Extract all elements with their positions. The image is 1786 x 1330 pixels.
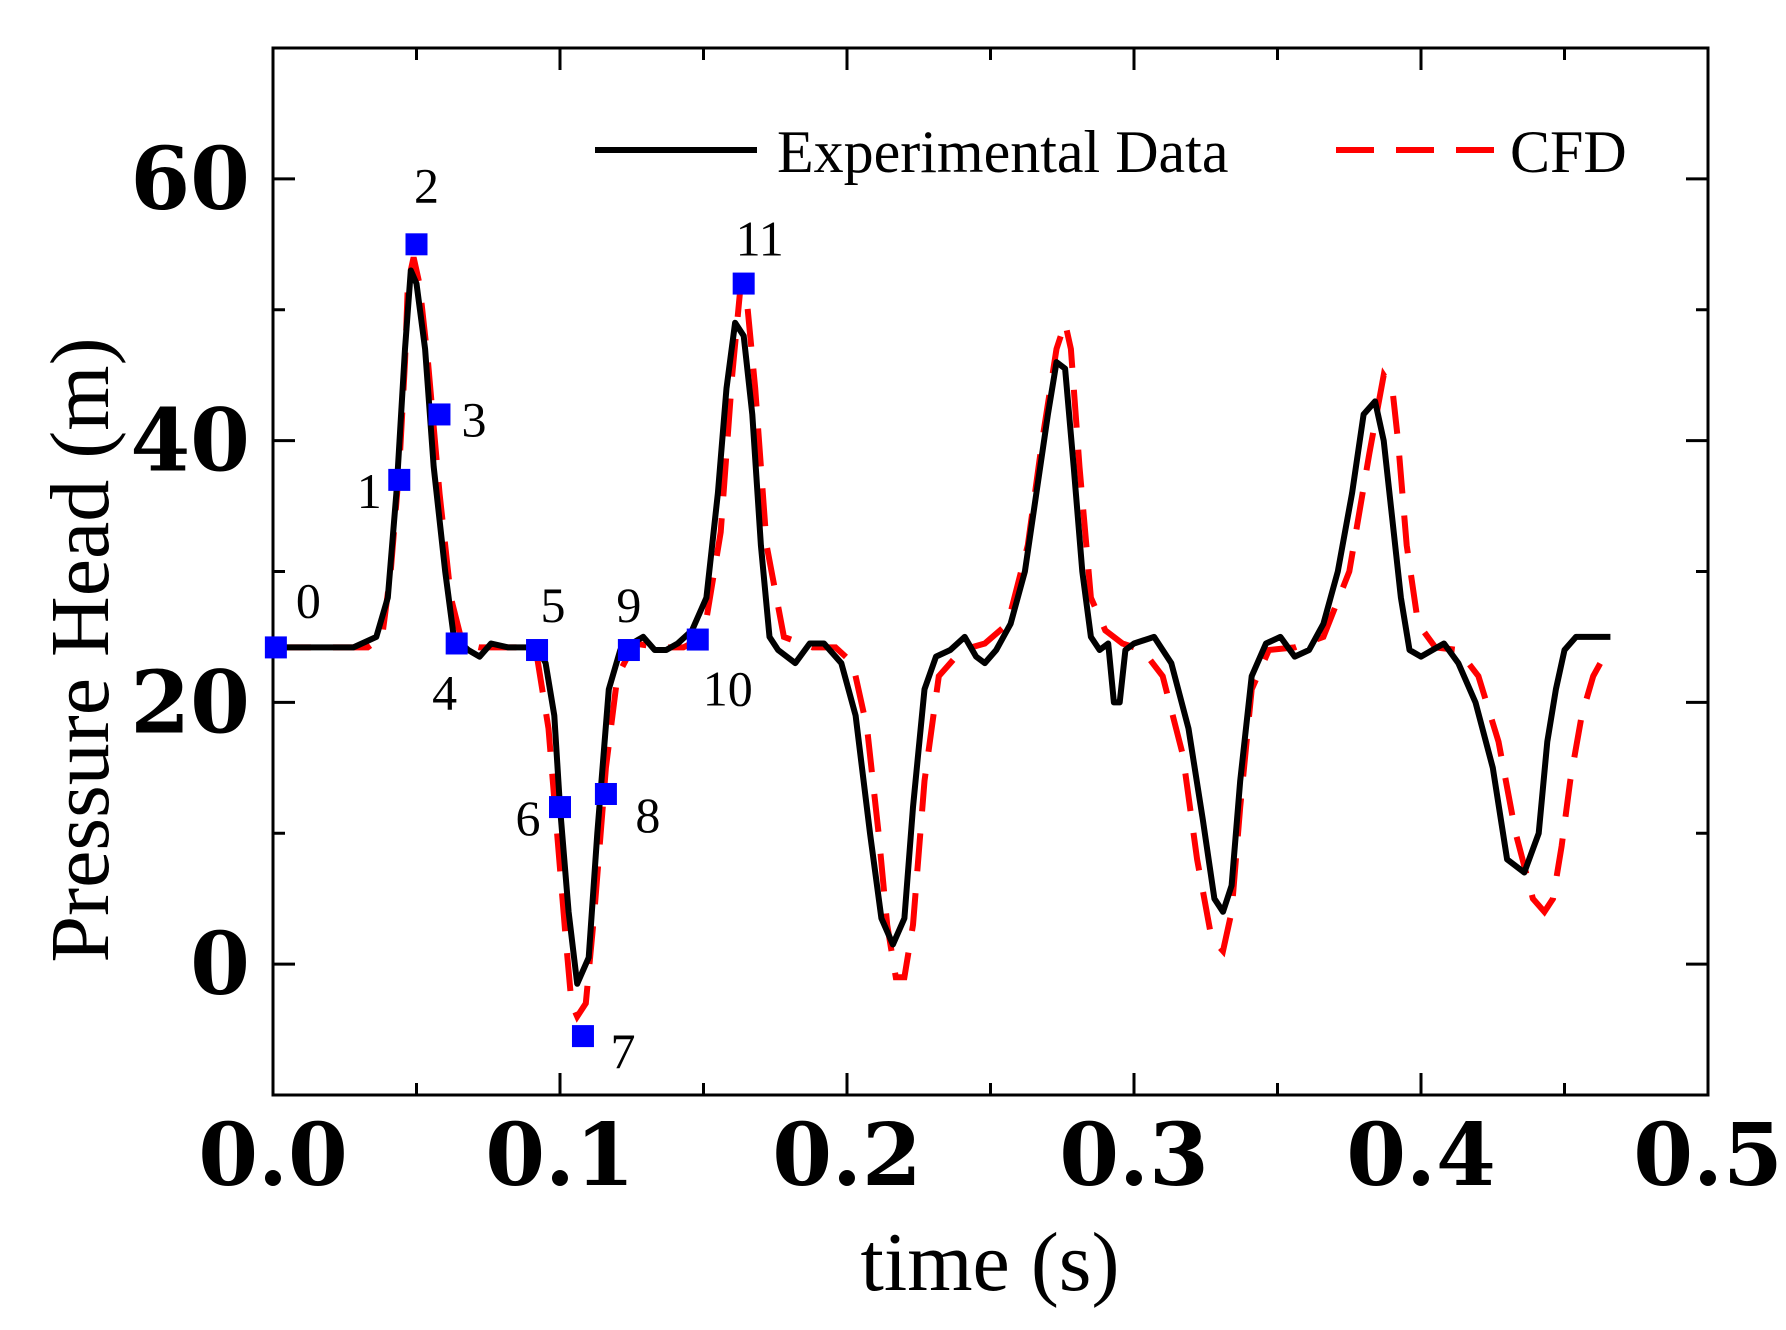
marker-point-0	[264, 636, 287, 659]
marker-label-9: 9	[616, 577, 641, 633]
marker-label-1: 1	[357, 463, 382, 519]
legend-label-cfd: CFD	[1510, 119, 1627, 185]
marker-label-0: 0	[296, 572, 321, 628]
marker-label-8: 8	[635, 787, 660, 843]
marker-label-7: 7	[610, 1023, 635, 1079]
marker-label-10: 10	[703, 661, 753, 717]
x-tick-label: 0.0	[198, 1105, 348, 1206]
marker-point-6	[549, 796, 571, 819]
series-line-cfd	[273, 256, 1611, 1023]
marker-label-2: 2	[414, 157, 439, 213]
marker-point-8	[594, 782, 617, 805]
marker-label-11: 11	[736, 211, 784, 267]
marker-point-5	[526, 639, 549, 662]
y-axis-title: Pressure Head (m)	[34, 337, 127, 962]
marker-point-3	[428, 403, 451, 426]
legend: Experimental Data CFD	[595, 119, 1627, 185]
marker-point-7	[571, 1025, 594, 1048]
y-tick-label: 60	[130, 129, 250, 230]
marker-point-9	[617, 639, 640, 662]
axis-ticks	[271, 46, 1710, 1097]
marker-point-11	[732, 272, 755, 295]
x-tick-label: 0.2	[772, 1105, 922, 1206]
marker-label-4: 4	[432, 664, 457, 720]
marker-label-6: 6	[516, 790, 541, 846]
marker-point-1	[388, 468, 411, 491]
legend-label-experimental-data: Experimental Data	[777, 119, 1228, 185]
series-line-experimental-data	[273, 267, 1611, 987]
marker-point-2	[405, 233, 428, 256]
y-tick-label: 40	[130, 391, 250, 492]
marker-points: 01 2 3 4 5 6 7 8 9 10 11	[264, 157, 784, 1079]
marker-label-3: 3	[461, 391, 486, 447]
plot-frame	[271, 46, 1710, 1097]
y-tick-label: 20	[130, 652, 250, 753]
marker-point-10	[686, 628, 709, 651]
marker-label-5: 5	[541, 577, 566, 633]
x-tick-label: 0.1	[485, 1105, 635, 1206]
x-tick-label: 0.4	[1346, 1105, 1496, 1206]
x-tick-label: 0.3	[1059, 1105, 1209, 1206]
y-tick-label: 0	[190, 914, 250, 1015]
x-axis-title: time (s)	[861, 1216, 1120, 1309]
x-tick-label: 0.5	[1633, 1105, 1783, 1206]
marker-point-4	[445, 632, 468, 655]
